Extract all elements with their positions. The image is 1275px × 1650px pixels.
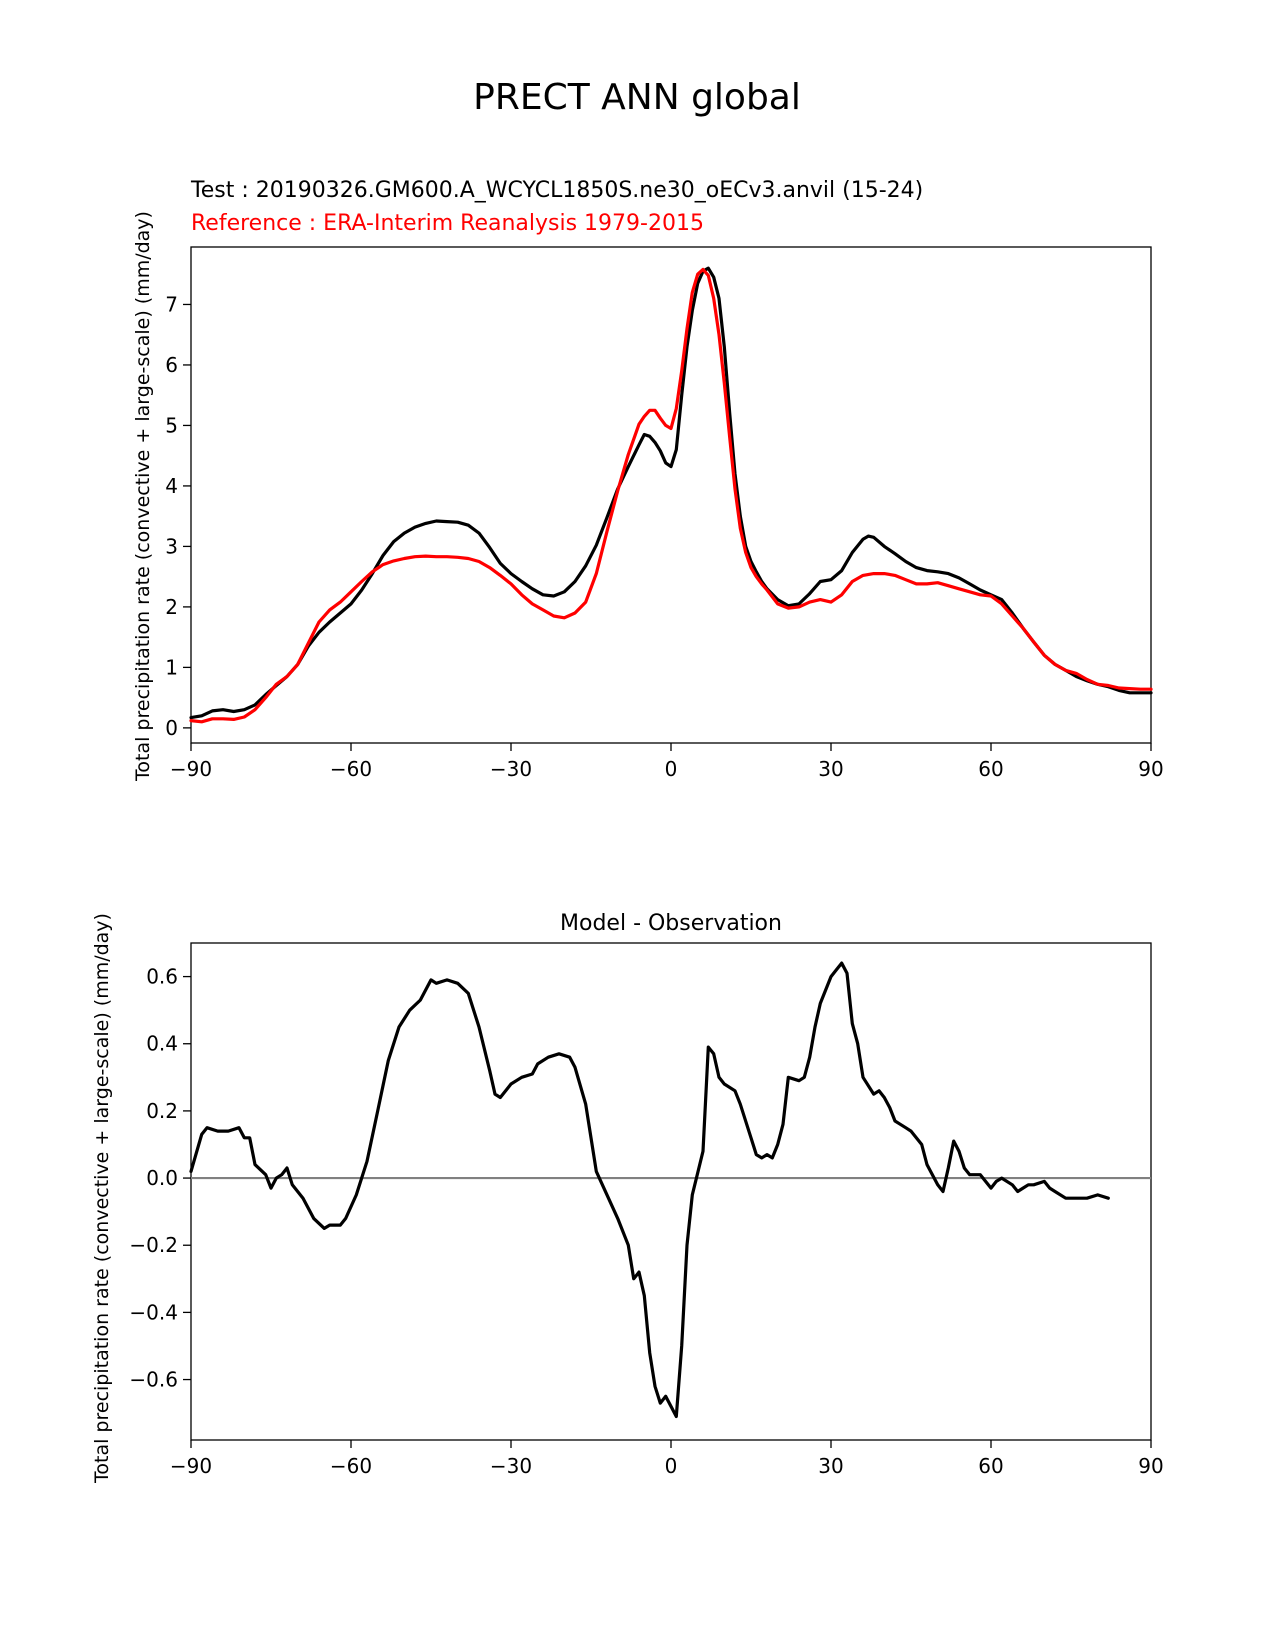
bottom-y-tick-label: 0.4: [146, 1032, 178, 1056]
bottom-x-tick-label: 30: [818, 1454, 843, 1478]
top-plot-area: −90 −60 −30 0 30 60 90 0 1 2 3 4 5 6 7: [165, 246, 1164, 781]
bottom-x-ticks: −90 −60 −30 0 30 60 90: [170, 1440, 1164, 1478]
bottom-y-tick-label: −0.6: [129, 1368, 178, 1392]
top-x-tick-label: 30: [818, 757, 843, 781]
top-x-tick-label: −30: [490, 757, 532, 781]
bottom-chart-title: Model - Observation: [560, 911, 782, 936]
bottom-x-tick-label: −90: [170, 1454, 212, 1478]
top-y-tick-label: 3: [165, 534, 178, 558]
bottom-y-ticks: −0.6 −0.4 −0.2 0.0 0.2 0.4 0.6: [129, 965, 191, 1392]
top-y-tick-label: 7: [165, 292, 178, 316]
bottom-series: [189, 961, 1151, 1419]
top-y-tick-label: 0: [165, 716, 178, 740]
bottom-x-tick-label: 60: [978, 1454, 1003, 1478]
bottom-y-tick-label: 0.0: [146, 1166, 178, 1190]
top-x-tick-label: 90: [1138, 757, 1163, 781]
top-y-tick-label: 4: [165, 474, 178, 498]
top-test-title: Test : 20190326.GM600.A_WCYCL1850S.ne30_…: [190, 178, 923, 203]
bottom-y-tick-label: 0.2: [146, 1099, 178, 1123]
top-series-line-reference: [189, 267, 1153, 724]
top-y-ticks: 0 1 2 3 4 5 6 7: [165, 292, 191, 740]
bottom-x-tick-label: −60: [330, 1454, 372, 1478]
bottom-y-axis-label: Total precipitation rate (convective + l…: [91, 913, 113, 1484]
top-y-tick-label: 2: [165, 595, 178, 619]
bottom-plot-area: −90 −60 −30 0 30 60 90 −0.6 −0.4 −0.2 0.0 0.2 0.4 0.…: [129, 942, 1164, 1478]
bottom-y-tick-label: 0.6: [146, 965, 178, 989]
top-reference-title: Reference : ERA-Interim Reanalysis 1979-…: [191, 211, 704, 236]
top-y-axis-label: Total precipitation rate (convective + l…: [132, 211, 154, 782]
bottom-x-tick-label: 90: [1138, 1454, 1163, 1478]
top-y-tick-label: 5: [165, 413, 178, 437]
top-x-tick-label: 60: [978, 757, 1003, 781]
top-series: [189, 266, 1153, 724]
top-x-tick-label: −60: [330, 757, 372, 781]
top-y-tick-label: 1: [165, 655, 178, 679]
top-y-tick-label: 6: [165, 353, 178, 377]
top-x-ticks: −90 −60 −30 0 30 60 90: [170, 743, 1164, 781]
bottom-series-line-model-observation: [189, 961, 1110, 1419]
bottom-x-tick-label: 0: [665, 1454, 678, 1478]
top-x-tick-label: −90: [170, 757, 212, 781]
bottom-y-tick-label: −0.4: [129, 1300, 178, 1324]
bottom-y-tick-label: −0.2: [129, 1233, 178, 1257]
top-x-tick-label: 0: [665, 757, 678, 781]
figure-title: PRECT ANN global: [473, 77, 801, 118]
bottom-x-tick-label: −30: [490, 1454, 532, 1478]
